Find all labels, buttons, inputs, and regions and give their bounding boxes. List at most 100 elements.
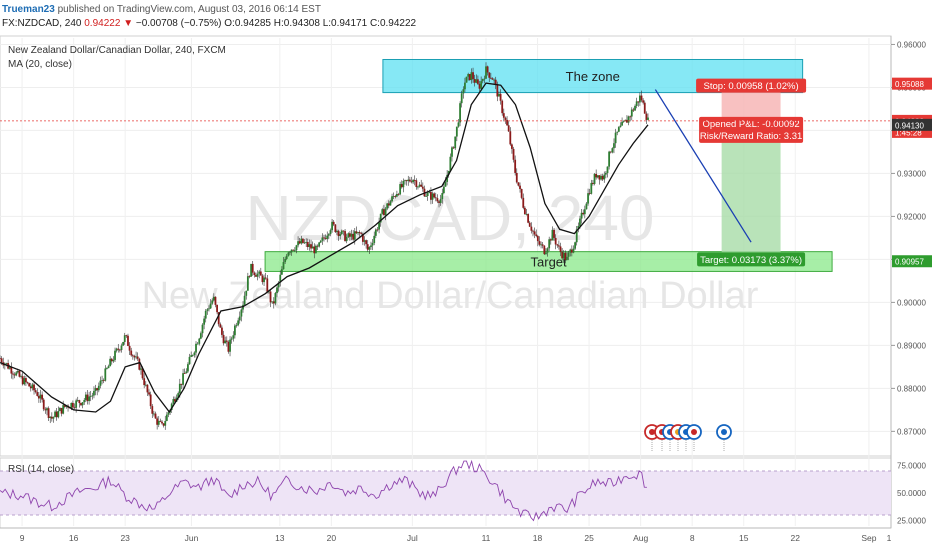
candle-body [392,196,395,197]
candle-body [198,338,201,344]
candle-body [366,244,369,250]
candle-body [106,368,108,369]
time-axis[interactable]: 9 16 23 Jun 13 20 Jul 11 18 25 Aug 8 15 22 Sep 1 [20,533,892,543]
candle-body [619,125,622,128]
candle-body [323,237,325,239]
candle-body [352,233,355,240]
candle-body [5,363,8,364]
rsi-axis: 75.0000 50.0000 25.0000 [897,462,926,526]
candle-body [298,241,301,244]
candle-body [23,378,26,385]
candle-body [151,406,154,414]
ma-indicator-label[interactable]: MA (20, close) [8,59,72,70]
zone-rect [264,251,833,272]
candle-body [86,394,89,402]
candle-body [622,121,625,123]
position-tool[interactable]: Stop: 0.00958 (1.02%) Opened P&L: -0.0009… [696,78,807,267]
candle-body [376,229,379,231]
candle-body [47,408,50,418]
candle-series [0,62,649,430]
candle-body [146,384,149,393]
candle-body [91,395,94,397]
candle-body [240,309,243,317]
publish-info: published on TradingView.com, August 03,… [57,4,321,15]
candle-body [285,255,288,259]
candle-body [588,193,591,194]
rsi-label[interactable]: RSI (14, close) [8,464,74,475]
candle-body [271,301,274,303]
candle-body [629,116,632,118]
candle-body [459,103,461,123]
zone-label: Target [531,255,568,270]
candle-body [334,224,337,233]
candle-body [235,325,238,326]
candle-body [310,244,312,249]
candle-body [311,246,314,249]
candle-body [302,238,304,243]
candle-body [81,402,84,406]
candle-body [349,233,351,237]
projection-line[interactable] [654,89,752,243]
candle-body [425,195,427,197]
rr-label: Risk/Reward Ratio: 3.31 [700,131,802,142]
candle-body [165,414,168,421]
candle-body [517,182,520,186]
candle-body [125,335,128,337]
price-tick-label: 0.87000 [897,427,926,436]
price-axis[interactable]: 0.960000.950000.940000.930000.920000.910… [891,40,926,436]
candle-body [13,374,16,376]
candle-body [562,252,565,259]
candle-body [321,237,324,241]
candle-body [72,402,74,408]
candle-body [378,222,380,230]
candle-body [331,221,333,231]
candle-body [462,89,465,94]
ohlc-values: O:0.94285 H:0.94308 L:0.94171 C:0.94222 [224,18,417,29]
candle-body [272,301,275,304]
candle-body [553,229,555,238]
candle-body [577,225,580,230]
candle-body [102,380,105,382]
candle-body [371,242,374,246]
candle-body [486,66,489,73]
candle-body [501,100,504,114]
candle-body [15,372,18,376]
time-tick-label: 1 [887,533,892,543]
pnl-box [699,116,804,143]
candle-body [592,182,594,184]
candle-body [12,373,14,375]
candle-body [143,378,146,386]
candle-body [408,179,411,182]
candle-body [97,385,100,391]
candle-body [535,234,538,236]
candle-body [135,356,137,358]
candle-body [614,132,617,144]
candle-body [596,175,599,178]
time-tick-label: Jun [185,533,199,543]
candle-body [434,197,437,199]
candle-body [80,403,82,406]
candle-body [308,244,311,248]
author-link[interactable]: Trueman23 [2,4,55,15]
candle-body [342,230,345,232]
candle-body [130,350,133,356]
candle-body [402,180,405,188]
candle-body [606,166,609,173]
candle-body [222,334,225,344]
candle-body [172,399,175,404]
candle-body [279,274,282,283]
projection-arrow-line [654,89,752,243]
candle-body [83,399,86,403]
candle-body [263,277,265,283]
candle-body [381,209,384,214]
candle-body [26,382,29,384]
candle-body [454,136,457,149]
candle-body [212,296,215,301]
candle-body [199,333,202,339]
candle-body [29,386,32,389]
candle-body [621,121,623,126]
event-markers[interactable] [644,424,732,452]
candle-body [549,239,552,241]
down-triangle-icon: ▼ [123,18,134,29]
